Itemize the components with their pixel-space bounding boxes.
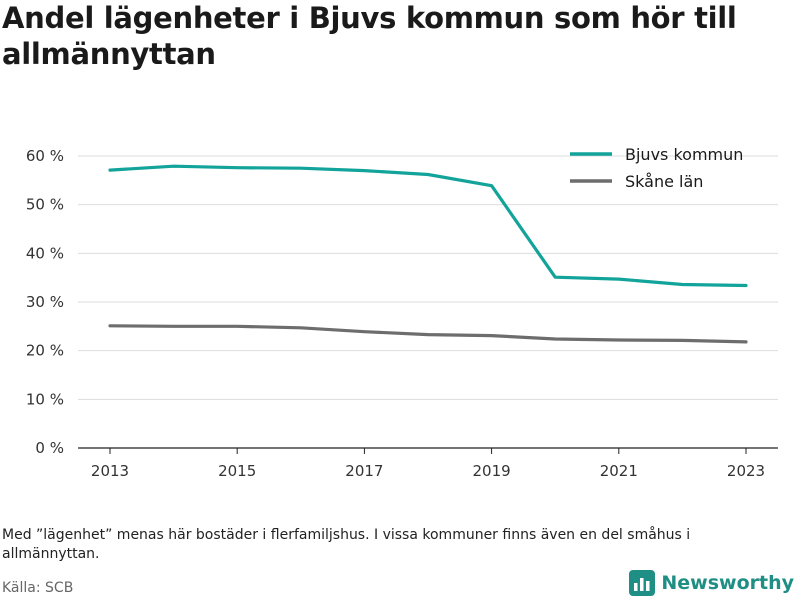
y-axis: 0 % 10 % 20 % 30 % 40 % 50 % 60 % (26, 147, 64, 457)
brand-logo: Newsworthy (629, 570, 794, 596)
chart-title: Andel lägenheter i Bjuvs kommun som hör … (2, 1, 737, 71)
x-axis: 2013 2015 2017 2019 2021 2023 (78, 447, 778, 480)
y-tick-label: 30 % (26, 293, 64, 311)
y-tick-label: 40 % (26, 244, 64, 262)
series-line-0 (108, 164, 748, 288)
y-tick-label: 50 % (26, 196, 64, 214)
series-line-1 (108, 324, 748, 344)
legend-label: Skåne län (625, 172, 703, 191)
x-tick-label: 2021 (600, 462, 638, 480)
x-tick-label: 2019 (473, 462, 511, 480)
line-chart: 0 % 10 % 20 % 30 % 40 % 50 % 60 % 2013 2015 2017… (26, 145, 778, 480)
x-tick-label: 2017 (345, 462, 383, 480)
x-tick-label: 2015 (218, 462, 256, 480)
x-tick-label: 2023 (727, 462, 765, 480)
y-tick-label: 20 % (26, 342, 64, 360)
y-tick-label: 60 % (26, 147, 64, 165)
y-tick-label: 0 % (35, 439, 64, 457)
legend-label: Bjuvs kommun (625, 145, 743, 164)
legend: Bjuvs kommun Skåne län (570, 145, 743, 191)
series-lines (108, 164, 748, 344)
x-tick-label: 2013 (91, 462, 129, 480)
brand-name: Newsworthy (661, 572, 794, 594)
footnote: Med ”lägenhet” menas här bostäder i fler… (2, 527, 691, 562)
newsworthy-logo-icon (629, 570, 656, 596)
source-label: Källa: SCB (2, 580, 74, 596)
grid-lines (78, 155, 778, 400)
y-tick-label: 10 % (26, 390, 64, 408)
